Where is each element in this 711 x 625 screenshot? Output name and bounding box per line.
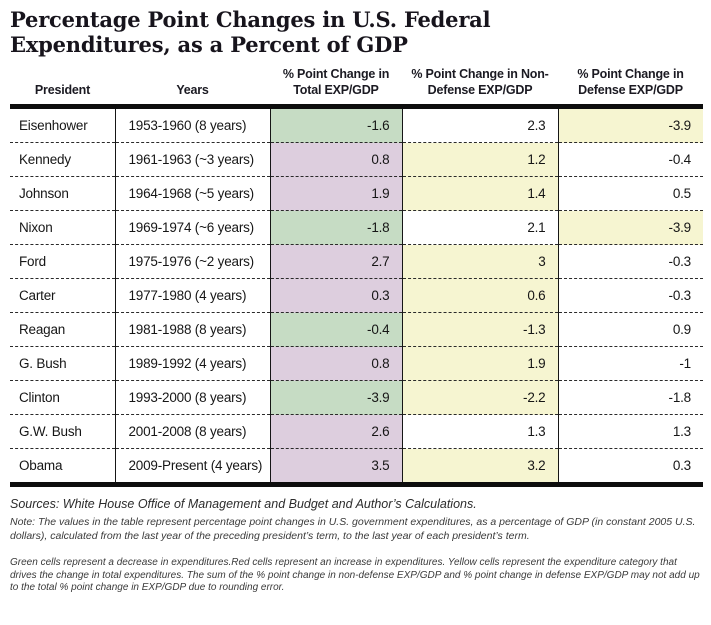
years-cell: 1964-1968 (~5 years) <box>115 176 271 211</box>
nondefense-change-cell: -1.3 <box>402 312 559 347</box>
years-cell: 1981-1988 (8 years) <box>115 312 271 347</box>
table-row: G. Bush 1989-1992 (4 years) 0.8 1.9 -1 <box>10 346 703 381</box>
years-cell: 2001-2008 (8 years) <box>115 414 271 449</box>
table-row: Kennedy 1961-1963 (~3 years) 0.8 1.2 -0.… <box>10 142 703 177</box>
table-row: Reagan 1981-1988 (8 years) -0.4 -1.3 0.9 <box>10 312 703 347</box>
defense-change-cell: -1 <box>558 346 703 381</box>
header-defense-change: % Point Change in Defense EXP/GDP <box>558 63 703 109</box>
page-title-line-1: Percentage Point Changes in U.S. Federal <box>10 7 491 32</box>
total-change-cell: 1.9 <box>270 176 403 211</box>
total-change-cell: 0.8 <box>270 142 403 177</box>
nondefense-change-cell: 2.3 <box>402 106 559 143</box>
defense-change-cell: -0.3 <box>558 244 703 279</box>
years-cell: 1961-1963 (~3 years) <box>115 142 271 177</box>
defense-change-cell: -3.9 <box>558 210 703 245</box>
defense-change-cell: 0.3 <box>558 448 703 487</box>
president-cell: Obama <box>10 448 116 487</box>
defense-change-cell: -1.8 <box>558 380 703 415</box>
header-president: President <box>10 63 115 109</box>
president-cell: Johnson <box>10 176 116 211</box>
president-cell: G.W. Bush <box>10 414 116 449</box>
header-years: Years <box>115 63 270 109</box>
header-total-change: % Point Change in Total EXP/GDP <box>270 63 402 109</box>
total-change-cell: -1.6 <box>270 106 403 143</box>
total-change-cell: 0.3 <box>270 278 403 313</box>
nondefense-change-cell: 1.9 <box>402 346 559 381</box>
nondefense-change-cell: 1.3 <box>402 414 559 449</box>
president-cell: Carter <box>10 278 116 313</box>
defense-change-cell: 0.5 <box>558 176 703 211</box>
defense-change-cell: -0.4 <box>558 142 703 177</box>
table-header-row: President Years % Point Change in Total … <box>10 63 703 109</box>
table-figure: Percentage Point Changes in U.S. Federal… <box>10 7 703 595</box>
total-change-cell: 0.8 <box>270 346 403 381</box>
president-cell: Ford <box>10 244 116 279</box>
table-row: Eisenhower 1953-1960 (8 years) -1.6 2.3 … <box>10 106 703 143</box>
nondefense-change-cell: 0.6 <box>402 278 559 313</box>
defense-change-cell: -0.3 <box>558 278 703 313</box>
president-cell: Clinton <box>10 380 116 415</box>
total-change-cell: -0.4 <box>270 312 403 347</box>
table-row: Carter 1977-1980 (4 years) 0.3 0.6 -0.3 <box>10 278 703 313</box>
header-nondefense-change: % Point Change in Non-Defense EXP/GDP <box>402 63 558 109</box>
table-row: Johnson 1964-1968 (~5 years) 1.9 1.4 0.5 <box>10 176 703 211</box>
total-change-cell: -3.9 <box>270 380 403 415</box>
table-row: G.W. Bush 2001-2008 (8 years) 2.6 1.3 1.… <box>10 414 703 449</box>
total-change-cell: 2.6 <box>270 414 403 449</box>
total-change-cell: -1.8 <box>270 210 403 245</box>
page-title: Percentage Point Changes in U.S. Federal… <box>10 7 703 57</box>
footnotes: Sources: White House Office of Managemen… <box>10 497 703 595</box>
years-cell: 1977-1980 (4 years) <box>115 278 271 313</box>
nondefense-change-cell: 1.2 <box>402 142 559 177</box>
total-change-cell: 3.5 <box>270 448 403 487</box>
nondefense-change-cell: 3.2 <box>402 448 559 487</box>
president-cell: G. Bush <box>10 346 116 381</box>
table-row: Clinton 1993-2000 (8 years) -3.9 -2.2 -1… <box>10 380 703 415</box>
defense-change-cell: 1.3 <box>558 414 703 449</box>
note-text: Note: The values in the table represent … <box>10 516 696 542</box>
table-row: Nixon 1969-1974 (~6 years) -1.8 2.1 -3.9 <box>10 210 703 245</box>
years-cell: 1993-2000 (8 years) <box>115 380 271 415</box>
president-cell: Nixon <box>10 210 116 245</box>
defense-change-cell: 0.9 <box>558 312 703 347</box>
total-change-cell: 2.7 <box>270 244 403 279</box>
president-cell: Eisenhower <box>10 106 116 143</box>
defense-change-cell: -3.9 <box>558 106 703 143</box>
legend-text: Green cells represent a decrease in expe… <box>10 557 700 593</box>
president-cell: Kennedy <box>10 142 116 177</box>
years-cell: 2009-Present (4 years) <box>115 448 271 487</box>
years-cell: 1969-1974 (~6 years) <box>115 210 271 245</box>
page-title-line-2: Expenditures, as a Percent of GDP <box>10 32 408 57</box>
years-cell: 1989-1992 (4 years) <box>115 346 271 381</box>
table-row: Obama 2009-Present (4 years) 3.5 3.2 0.3 <box>10 448 703 487</box>
sources-text: Sources: White House Office of Managemen… <box>10 497 477 511</box>
nondefense-change-cell: 2.1 <box>402 210 559 245</box>
years-cell: 1975-1976 (~2 years) <box>115 244 271 279</box>
expenditures-table: President Years % Point Change in Total … <box>10 63 703 487</box>
years-cell: 1953-1960 (8 years) <box>115 106 271 143</box>
nondefense-change-cell: -2.2 <box>402 380 559 415</box>
nondefense-change-cell: 3 <box>402 244 559 279</box>
nondefense-change-cell: 1.4 <box>402 176 559 211</box>
table-row: Ford 1975-1976 (~2 years) 2.7 3 -0.3 <box>10 244 703 279</box>
president-cell: Reagan <box>10 312 116 347</box>
